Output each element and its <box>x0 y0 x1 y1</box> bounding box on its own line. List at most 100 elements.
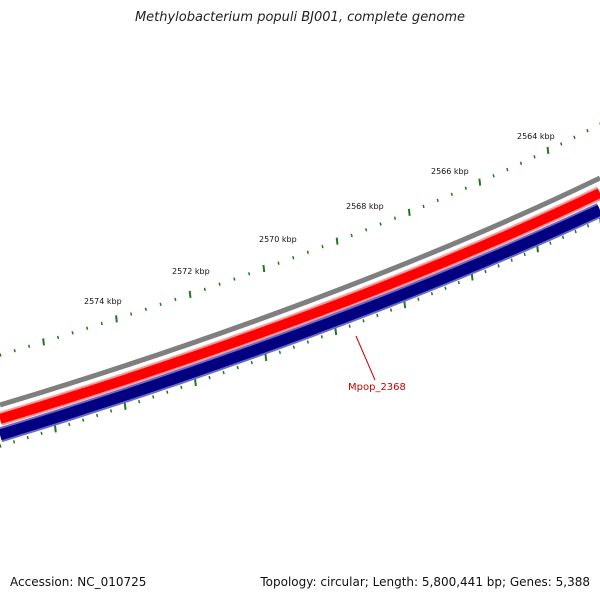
outer-minor-tick <box>292 256 295 260</box>
outer-minor-tick <box>218 282 221 286</box>
outer-minor-tick <box>533 155 536 159</box>
inner-minor-tick <box>417 297 420 301</box>
outer-minor-tick <box>506 167 509 172</box>
kbp-label-2568: 2568 kbp <box>346 202 384 211</box>
outer-minor-tick <box>56 335 60 340</box>
inner-minor-tick <box>362 319 365 323</box>
outer-minor-tick <box>586 128 589 133</box>
outer-minor-tick <box>27 344 31 349</box>
inner-major-tick <box>264 353 268 362</box>
kbp-label-2566: 2566 kbp <box>431 167 469 176</box>
outer-major-tick <box>188 290 192 299</box>
outer-minor-tick <box>306 250 310 254</box>
gene-label-mpop-2368[interactable]: Mpop_2368 <box>348 382 406 393</box>
outer-major-tick <box>115 315 118 323</box>
outer-minor-tick <box>321 245 324 249</box>
inner-minor-tick <box>152 395 155 399</box>
outer-minor-tick <box>365 228 368 232</box>
outer-minor-tick <box>247 272 251 276</box>
outer-minor-tick <box>13 348 16 353</box>
outer-minor-tick <box>560 142 563 146</box>
gene-callout-line <box>355 335 376 381</box>
inner-minor-tick <box>40 431 43 435</box>
inner-major-tick <box>334 327 338 336</box>
outer-minor-tick <box>519 161 523 165</box>
outer-minor-tick <box>350 233 353 238</box>
inner-minor-tick <box>306 340 310 344</box>
outer-major-tick <box>262 264 266 273</box>
inner-minor-tick <box>430 291 434 296</box>
inner-minor-tick <box>26 435 29 440</box>
inner-minor-tick <box>348 324 351 328</box>
inner-minor-tick <box>96 413 99 418</box>
outer-minor-tick <box>233 277 236 281</box>
outer-minor-tick <box>130 312 133 316</box>
kbp-label-2572: 2572 kbp <box>172 267 210 276</box>
inner-minor-tick <box>561 235 565 240</box>
inner-minor-tick <box>549 241 552 245</box>
inner-minor-tick <box>166 390 169 394</box>
outer-minor-tick <box>436 198 439 203</box>
outer-tick-ring <box>0 122 600 357</box>
outer-minor-tick <box>100 321 103 326</box>
inner-minor-tick <box>320 335 323 339</box>
outer-minor-tick <box>86 326 89 330</box>
accession-text: Accession: NC_010725 <box>10 575 147 589</box>
kbp-label-2574: 2574 kbp <box>84 297 122 306</box>
inner-minor-tick <box>444 286 447 290</box>
outer-minor-tick <box>573 135 576 140</box>
outer-minor-tick <box>464 186 467 190</box>
outer-minor-tick <box>159 302 162 307</box>
inner-minor-tick <box>138 399 141 404</box>
inner-major-tick <box>123 402 127 410</box>
inner-minor-tick <box>457 280 460 285</box>
inner-minor-tick <box>236 365 239 370</box>
inner-minor-tick <box>510 258 513 262</box>
outer-minor-tick <box>492 174 495 178</box>
outer-major-tick <box>335 237 339 245</box>
inner-minor-tick <box>250 360 253 365</box>
outer-major-tick <box>407 208 411 216</box>
outer-major-tick <box>546 146 550 155</box>
outer-minor-tick <box>379 222 382 226</box>
inner-minor-tick <box>68 422 71 427</box>
outer-minor-tick <box>393 216 397 220</box>
outer-minor-tick <box>450 192 453 197</box>
inner-minor-tick <box>523 252 526 257</box>
genome-summary-text: Topology: circular; Length: 5,800,441 bp… <box>260 575 590 589</box>
inner-minor-tick <box>12 440 16 444</box>
outer-minor-tick <box>0 353 2 357</box>
kbp-label-2570: 2570 kbp <box>259 235 297 244</box>
inner-minor-tick <box>497 264 500 268</box>
outer-minor-tick <box>422 204 425 209</box>
inner-minor-tick <box>376 313 379 318</box>
reverse-strand-core <box>0 205 600 441</box>
outer-minor-tick <box>144 307 147 311</box>
kbp-label-2564: 2564 kbp <box>517 132 555 141</box>
backbone-track <box>0 175 600 408</box>
inner-tick-ring <box>0 216 600 448</box>
outer-minor-tick <box>71 331 74 335</box>
inner-minor-tick <box>0 444 2 448</box>
inner-minor-tick <box>82 418 85 422</box>
inner-minor-tick <box>292 345 296 349</box>
inner-major-tick <box>54 425 57 433</box>
forward-strand-core <box>0 188 600 424</box>
inner-major-tick <box>194 378 197 387</box>
inner-minor-tick <box>278 350 282 355</box>
outer-major-tick <box>42 338 45 346</box>
outer-minor-tick <box>203 287 206 292</box>
inner-minor-tick <box>109 409 113 413</box>
inner-minor-tick <box>222 370 225 375</box>
inner-major-tick <box>470 273 474 281</box>
inner-minor-tick <box>389 308 393 312</box>
inner-minor-tick <box>586 224 590 228</box>
outer-major-tick <box>478 178 482 186</box>
outer-minor-tick <box>277 261 280 265</box>
inner-minor-tick <box>484 269 487 274</box>
inner-minor-tick <box>180 385 183 390</box>
inner-minor-tick <box>208 375 211 380</box>
map-title: Methylobacterium populi BJ001, complete … <box>134 10 466 25</box>
